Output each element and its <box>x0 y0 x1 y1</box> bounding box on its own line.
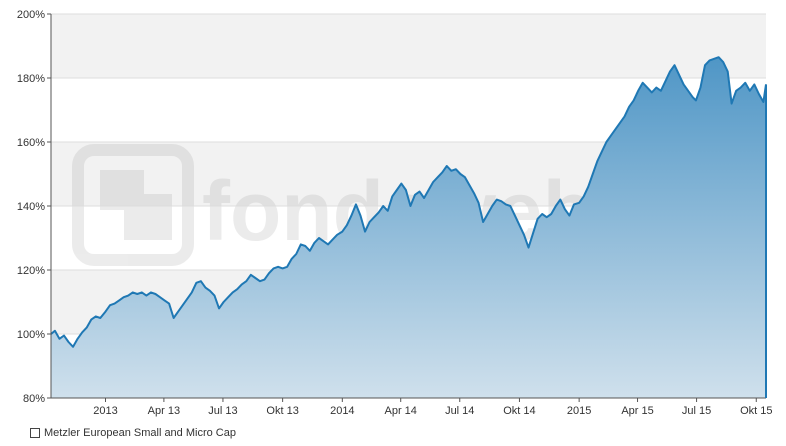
x-tick-label: Jul 13 <box>208 405 237 417</box>
series-line <box>50 56 767 348</box>
y-tick-label: 100% <box>17 329 45 341</box>
legend-swatch <box>30 428 40 438</box>
x-tick-label: Okt 13 <box>266 405 298 417</box>
y-tick-label: 160% <box>17 137 45 149</box>
y-tick-label: 180% <box>17 73 45 85</box>
background-band <box>51 14 766 78</box>
x-tick-label: Jul 15 <box>682 405 711 417</box>
y-tick-label: 80% <box>23 393 45 405</box>
x-tick-label: Okt 14 <box>503 405 535 417</box>
x-tick-label: Okt 15 <box>740 405 772 417</box>
watermark-logo-block-back <box>100 170 144 210</box>
x-axis-labels: 2013 Apr 13 Jul 13 Okt 13 2014 Apr 14 Jul 14 Ok… <box>93 398 772 417</box>
legend: Metzler European Small and Micro Cap <box>30 426 236 440</box>
legend-label: Metzler European Small and Micro Cap <box>44 427 236 439</box>
watermark-logo-block-front <box>124 194 172 240</box>
x-tick-label: 2013 <box>93 405 117 417</box>
series-area <box>51 57 766 398</box>
x-tick-label: 2014 <box>330 405 354 417</box>
y-axis-labels: 80% 100% 120% 140% 160% 180% 200% <box>17 9 51 405</box>
x-tick-label: Apr 14 <box>385 405 417 417</box>
y-tick-label: 140% <box>17 201 45 213</box>
x-tick-label: Apr 15 <box>621 405 653 417</box>
x-tick-label: Jul 14 <box>445 405 474 417</box>
watermark-logo-frame <box>72 144 194 266</box>
y-tick-label: 120% <box>17 265 45 277</box>
x-tick-label: 2015 <box>567 405 591 417</box>
x-tick-label: Apr 13 <box>148 405 180 417</box>
y-tick-label: 200% <box>17 9 45 21</box>
